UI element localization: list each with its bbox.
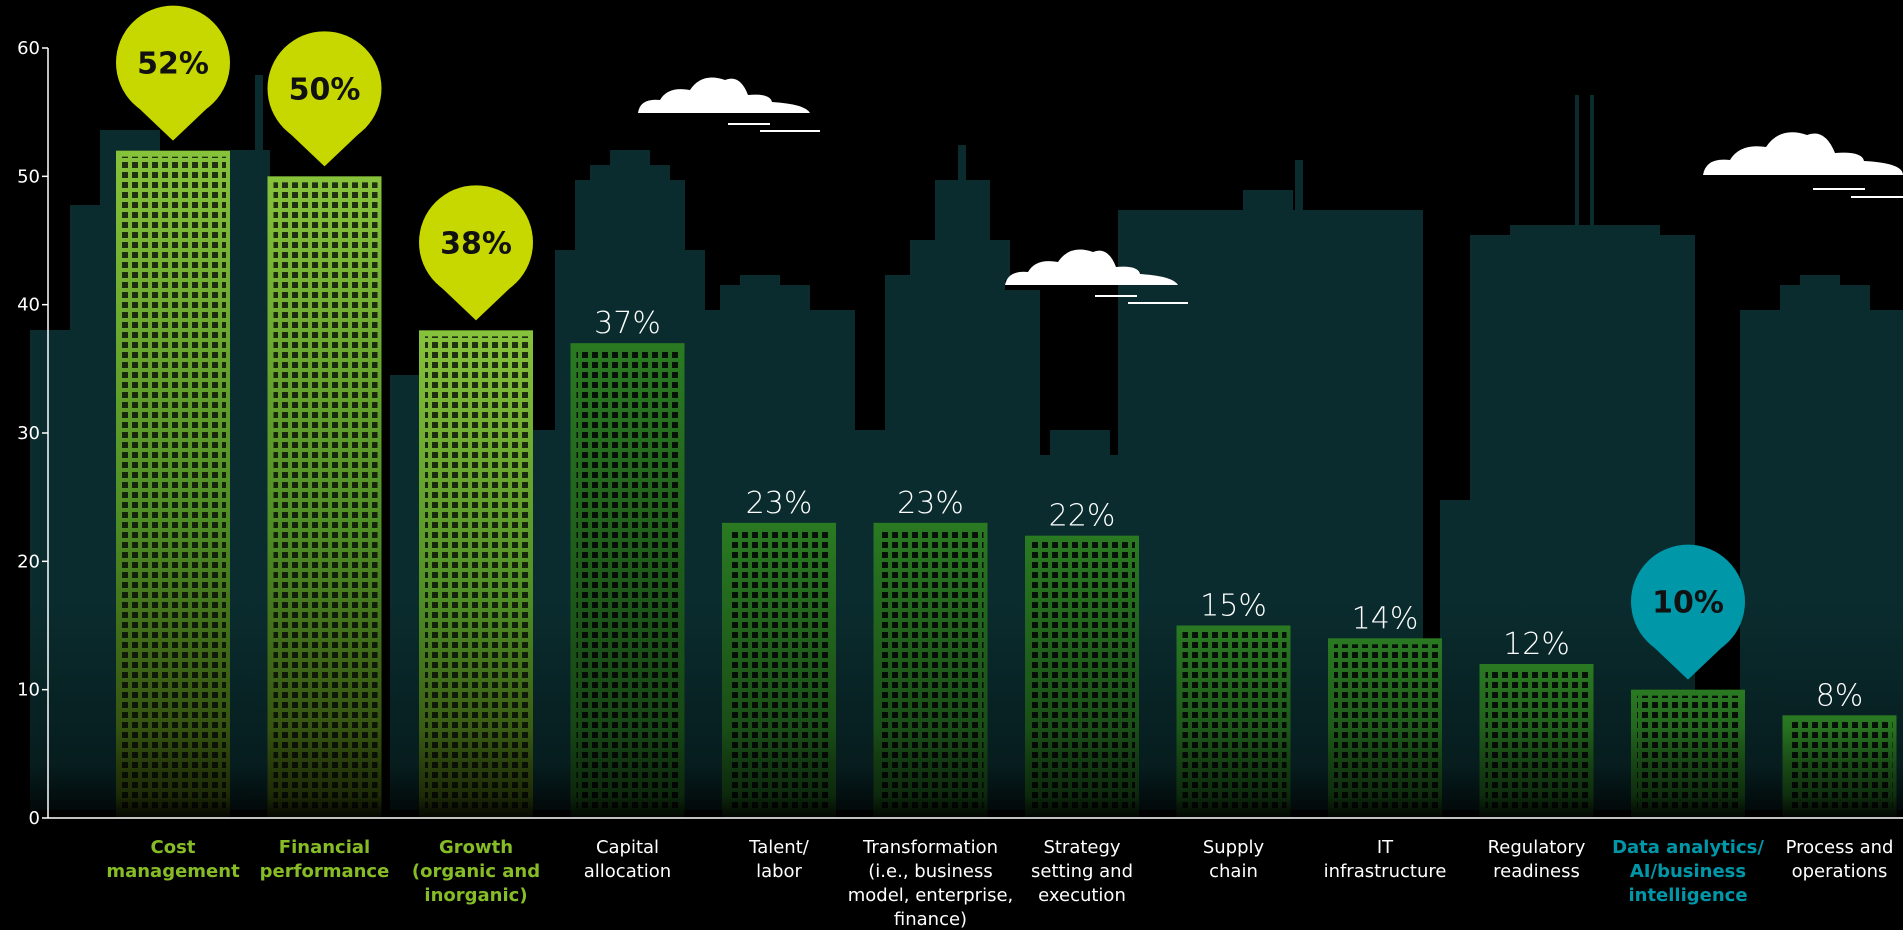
pin-circle: [1631, 544, 1745, 659]
cloud: [638, 77, 820, 132]
value-pin: 10%: [1631, 544, 1745, 680]
category-label: Talent/labor: [748, 837, 810, 882]
bar-windows: [273, 182, 378, 813]
value-label: 12%: [1503, 627, 1570, 662]
y-tick-label: 50: [17, 166, 40, 187]
value-label: 52%: [137, 47, 209, 82]
pin-circle: [267, 31, 382, 146]
value-label: 50%: [289, 72, 361, 107]
y-tick-label: 10: [17, 680, 40, 701]
bar-fade: [873, 728, 988, 818]
bars: [116, 150, 1897, 819]
bar-fade: [1782, 728, 1897, 818]
bar-windows: [122, 156, 226, 812]
y-tick-label: 0: [29, 808, 40, 829]
bar-fade: [570, 728, 685, 818]
bar-fade: [1025, 728, 1139, 818]
bar-fade: [722, 728, 836, 818]
value-label: 23%: [746, 486, 813, 521]
value-labels: 52% 50% 38% 37% 23% 23% 22% 15% 14% 12% 10% 8%: [116, 5, 1864, 713]
pin-circle: [116, 5, 230, 120]
value-label: 37%: [594, 306, 661, 341]
value-label: 38%: [440, 226, 512, 261]
value-pin: 52%: [116, 5, 230, 141]
category-label: Regulatory readiness: [1488, 837, 1586, 882]
value-label: 23%: [897, 486, 964, 521]
bar-fade: [267, 728, 382, 818]
cloud: [1703, 132, 1903, 198]
bar-fade: [1176, 728, 1291, 818]
category-label: Data analytics/AI/business intelligence: [1612, 837, 1764, 906]
category-label: Financial performance: [260, 837, 390, 882]
bar-fade: [1479, 728, 1594, 818]
y-tick-label: 40: [17, 295, 40, 316]
category-label: Growth (organic and inorganic): [412, 837, 540, 906]
y-axis: 0 10 20 30 40 50 60: [17, 38, 49, 829]
category-label: Transformation (i.e., business model, ente…: [848, 837, 1014, 930]
bar-fade: [116, 728, 230, 818]
category-label: IT infrastructure: [1324, 837, 1447, 882]
category-label: Supply chain: [1203, 837, 1265, 882]
cloud: [1005, 249, 1188, 304]
value-label: 15%: [1200, 589, 1267, 624]
value-pin: 50%: [267, 31, 382, 167]
value-label: 22%: [1049, 499, 1116, 534]
y-tick-label: 30: [17, 423, 40, 444]
bar-fade: [419, 728, 533, 818]
category-labels: Cost management Financial performance Growth…: [106, 837, 1893, 930]
category-label: Capital allocation: [584, 837, 671, 882]
y-tick-label: 60: [17, 38, 40, 59]
bar-fade: [1631, 728, 1745, 818]
value-label: 14%: [1352, 601, 1419, 636]
category-label: Process and operations: [1786, 837, 1894, 882]
bar-fade: [1328, 728, 1442, 818]
pin-circle: [419, 185, 533, 300]
value-label: 8%: [1816, 678, 1864, 713]
value-pin: 38%: [419, 185, 533, 321]
category-label: Strategy setting and execution: [1031, 837, 1133, 906]
category-label: Cost management: [106, 837, 240, 882]
value-label: 10%: [1652, 586, 1724, 621]
y-tick-label: 20: [17, 551, 40, 572]
